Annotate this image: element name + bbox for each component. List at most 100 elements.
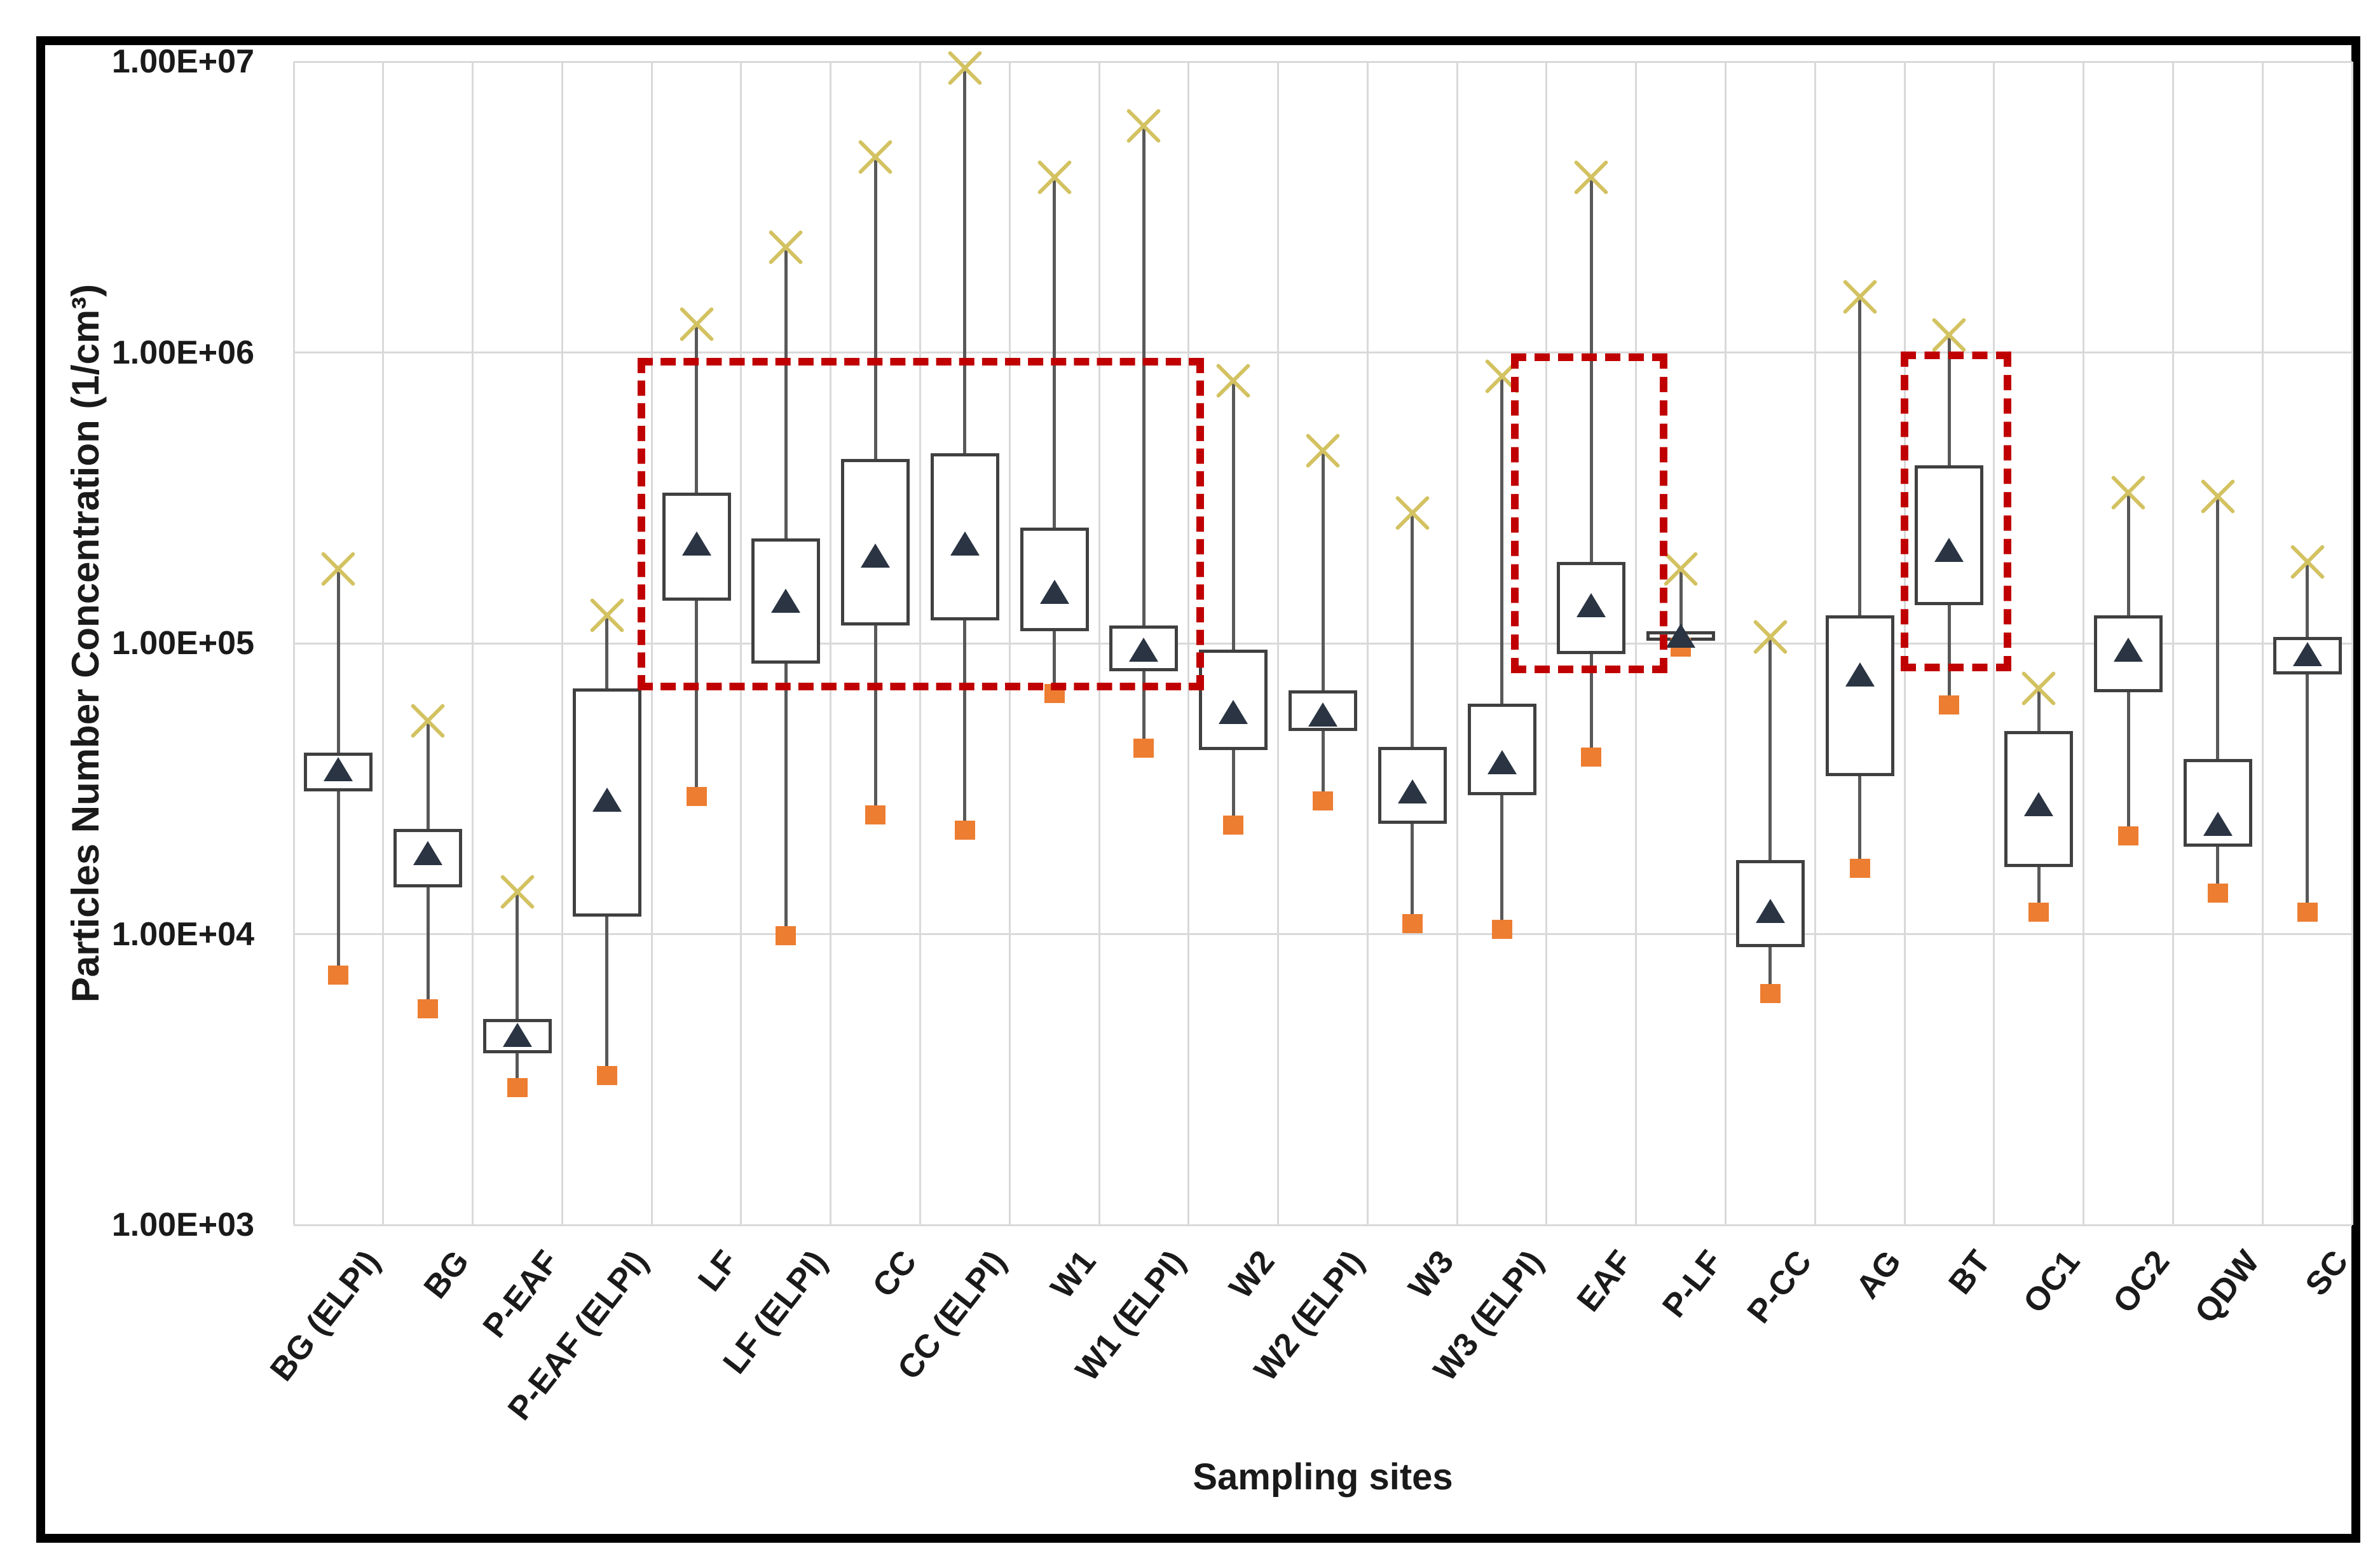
min-square-marker: [328, 966, 349, 985]
min-square-marker: [954, 821, 975, 840]
iqr-box: [1825, 615, 1894, 776]
y-tick-label: 1.00E+03: [111, 1206, 254, 1243]
mean-triangle-marker: [1755, 899, 1785, 924]
mean-triangle-marker: [592, 787, 622, 812]
min-square-marker: [686, 787, 707, 807]
whisker-line: [1142, 126, 1146, 748]
mean-triangle-marker: [1576, 593, 1606, 618]
mean-triangle-marker: [324, 756, 353, 781]
mean-triangle-marker: [950, 531, 980, 556]
mean-triangle-marker: [2203, 811, 2233, 836]
iqr-box: [1199, 650, 1268, 750]
x-axis-title: Sampling sites: [1193, 1456, 1453, 1498]
min-square-marker: [1223, 815, 1244, 835]
iqr-box: [662, 492, 731, 601]
mean-triangle-marker: [1129, 638, 1159, 662]
whisker-line: [2306, 562, 2309, 912]
min-square-marker: [776, 926, 797, 945]
y-tick-label: 1.00E+06: [111, 334, 254, 371]
iqr-box: [841, 459, 910, 626]
max-x-marker: [1751, 618, 1789, 656]
whisker-line: [1321, 450, 1325, 800]
min-square-marker: [418, 999, 439, 1018]
max-x-marker: [1662, 550, 1700, 588]
mean-triangle-marker: [1039, 580, 1069, 605]
max-x-marker: [1393, 494, 1432, 532]
min-square-marker: [1491, 919, 1512, 939]
mean-triangle-marker: [861, 543, 891, 568]
mean-triangle-marker: [771, 589, 801, 613]
horizontal-gridline: [294, 352, 2352, 353]
whisker-line: [1231, 380, 1235, 824]
max-x-marker: [2020, 669, 2058, 707]
y-tick-label: 1.00E+04: [111, 915, 254, 953]
mean-triangle-marker: [1397, 779, 1427, 803]
horizontal-gridline: [294, 1224, 2352, 1226]
vertical-gridline: [2351, 62, 2353, 1225]
max-x-marker: [1304, 432, 1342, 470]
mean-triangle-marker: [1845, 662, 1875, 687]
min-square-marker: [1849, 859, 1870, 878]
iqr-box: [1915, 465, 1984, 606]
iqr-box: [1020, 527, 1089, 632]
min-square-marker: [507, 1077, 528, 1097]
whisker-line: [2216, 496, 2220, 892]
whisker-line: [1768, 637, 1772, 993]
max-x-marker: [1214, 362, 1252, 400]
max-x-marker: [767, 228, 805, 266]
min-square-marker: [1313, 791, 1333, 810]
max-x-marker: [1125, 107, 1163, 145]
mean-triangle-marker: [502, 1023, 532, 1048]
horizontal-gridline: [294, 933, 2352, 935]
y-tick-label: 1.00E+07: [111, 43, 254, 80]
max-x-marker: [498, 873, 537, 911]
mean-triangle-marker: [2024, 791, 2054, 816]
min-square-marker: [596, 1065, 617, 1085]
max-x-marker: [1572, 158, 1610, 196]
whisker-line: [1053, 177, 1057, 692]
mean-triangle-marker: [1219, 700, 1248, 725]
whisker-line: [963, 68, 967, 829]
max-x-marker: [1841, 278, 1879, 316]
mean-triangle-marker: [2292, 641, 2322, 666]
max-x-marker: [2109, 474, 2147, 512]
max-x-marker: [856, 138, 894, 176]
mean-triangle-marker: [1487, 750, 1517, 775]
whisker-line: [1858, 297, 1862, 868]
chart-frame: [36, 36, 2360, 1543]
min-square-marker: [865, 805, 886, 824]
max-x-marker: [1036, 158, 1074, 196]
max-x-marker: [409, 702, 447, 740]
highlight-rect: [1510, 353, 1667, 673]
iqr-box: [2004, 730, 2074, 868]
highlight-rect: [637, 357, 1204, 690]
mean-triangle-marker: [1666, 624, 1696, 648]
mean-triangle-marker: [681, 531, 711, 556]
max-x-marker: [319, 550, 357, 588]
min-square-marker: [2028, 903, 2049, 922]
y-tick-label: 1.00E+05: [111, 625, 254, 662]
min-square-marker: [1581, 748, 1602, 767]
max-x-marker: [2288, 543, 2327, 581]
max-x-marker: [678, 305, 716, 343]
max-x-marker: [2199, 477, 2237, 516]
whisker-line: [1679, 569, 1683, 646]
whisker-line: [1589, 177, 1593, 756]
mean-triangle-marker: [2114, 638, 2144, 662]
max-x-marker: [588, 596, 626, 634]
whisker-line: [1411, 513, 1414, 922]
min-square-marker: [2207, 883, 2228, 903]
whisker-line: [1500, 376, 1504, 928]
min-square-marker: [2118, 826, 2139, 845]
mean-triangle-marker: [1934, 537, 1964, 562]
min-square-marker: [1760, 984, 1781, 1004]
mean-triangle-marker: [1308, 702, 1337, 727]
iqr-box: [1467, 703, 1536, 796]
whisker-line: [516, 891, 519, 1086]
highlight-rect: [1901, 351, 2011, 672]
min-square-marker: [1939, 695, 1960, 714]
min-square-marker: [2297, 903, 2318, 922]
max-x-marker: [946, 49, 984, 87]
mean-triangle-marker: [413, 840, 443, 865]
max-x-marker: [1930, 316, 1968, 354]
